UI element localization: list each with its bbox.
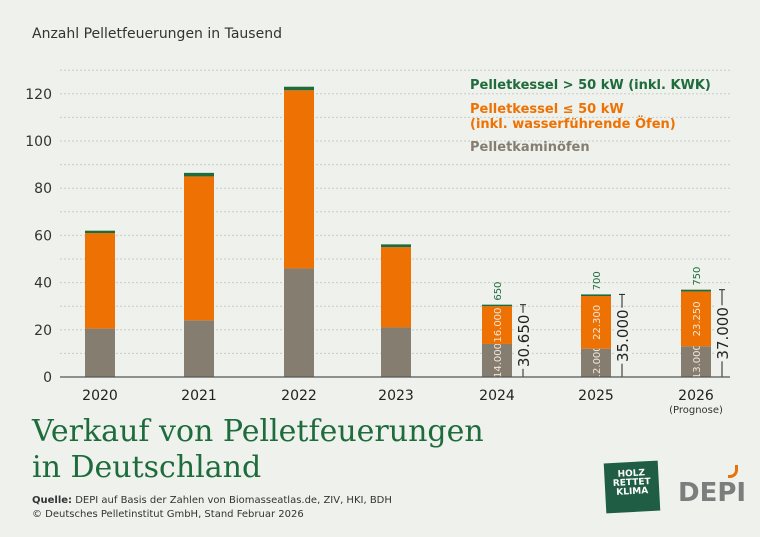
bar-2025-series-0 <box>581 348 611 377</box>
bar-2023-series-0 <box>381 327 411 377</box>
depi-logo: DEPI <box>678 478 747 508</box>
bar-2020-series-0 <box>85 328 115 377</box>
bar-2023-series-2 <box>381 244 411 248</box>
y-tick-label: 0 <box>43 370 52 386</box>
data-label: 13.000 <box>692 344 703 379</box>
y-tick-label: 100 <box>25 134 52 150</box>
x-tick-label: 2026 <box>678 388 714 404</box>
bar-2026-series-1 <box>681 291 711 347</box>
x-tick-note: (Prognose) <box>669 405 723 416</box>
title-line-1: Verkauf von Pelletfeuerungen <box>32 414 484 449</box>
legend-entry-small-boilers: Pelletkessel ≤ 50 kW <box>470 102 624 117</box>
bar-2021-series-2 <box>184 172 214 177</box>
title-line-2: in Deutschland <box>32 450 262 485</box>
bar-2026-series-0 <box>681 346 711 377</box>
legend-entry-large-boilers: Pelletkessel > 50 kW (inkl. KWK) <box>470 78 711 93</box>
bar-2020-series-1 <box>85 233 115 329</box>
y-tick-label: 60 <box>34 228 52 244</box>
total-label-bg <box>515 312 531 369</box>
stacked-bar-chart: 0 20 40 60 80 100 120 2020 2021 2022 2023 14.00016.… <box>25 69 732 416</box>
copyright: © Deutsches Pelletinstitut GmbH, Stand F… <box>32 509 304 520</box>
bar-2020-series-2 <box>85 230 115 234</box>
total-label: 37.000 <box>714 307 732 360</box>
x-tick-label: 2025 <box>578 388 614 404</box>
data-label: 22.300 <box>592 305 603 340</box>
data-label: 650 <box>493 282 504 301</box>
y-tick-label: 40 <box>34 276 52 292</box>
legend-entry-small-boilers-note: (inkl. wasserführende Öfen) <box>470 116 676 132</box>
legend-entry-stoves: Pelletkaminöfen <box>470 140 590 155</box>
bar-2024-series-1 <box>482 306 512 344</box>
total-label-bg <box>714 305 730 362</box>
bar-2025-series-1 <box>581 296 611 349</box>
y-tick-label: 120 <box>25 87 52 103</box>
data-label: 750 <box>692 267 703 286</box>
y-tick-label: 20 <box>34 323 52 339</box>
total-label: 30.650 <box>515 315 533 368</box>
y-axis-label: Anzahl Pelletfeuerungen in Tausend <box>32 26 282 42</box>
bar-2023-series-1 <box>381 247 411 328</box>
y-tick-label: 80 <box>34 181 52 197</box>
bar-2022-series-1 <box>284 90 314 269</box>
source-note: Quelle: DEPI auf Basis der Zahlen von Bi… <box>32 494 392 522</box>
x-tick-label: 2022 <box>281 388 317 404</box>
x-tick-label: 2023 <box>378 388 414 404</box>
data-label: 700 <box>592 271 603 290</box>
total-label: 35.000 <box>614 309 632 362</box>
x-tick-label: 2020 <box>82 388 118 404</box>
data-label: 16.000 <box>493 308 504 343</box>
flame-icon <box>728 465 738 478</box>
bar-2024-series-2 <box>482 304 512 307</box>
source-text: DEPI auf Basis der Zahlen von Biomasseat… <box>72 495 392 506</box>
holz-rettet-klima-logo: HOLZ RETTET KLIMA <box>603 460 661 514</box>
data-label: 14.000 <box>493 343 504 378</box>
total-label-bg <box>614 307 630 364</box>
bar-2021-series-1 <box>184 176 214 321</box>
bar-2026-series-2 <box>681 289 711 292</box>
bar-2025-series-2 <box>581 294 611 297</box>
data-label: 23.250 <box>692 301 703 336</box>
bar-2022-series-2 <box>284 86 314 91</box>
chart-title: Verkauf von Pelletfeuerungen in Deutschl… <box>32 414 484 486</box>
x-tick-label: 2024 <box>479 388 515 404</box>
data-label: 12.000 <box>592 345 603 380</box>
bar-2021-series-0 <box>184 320 214 377</box>
bar-2022-series-0 <box>284 268 314 377</box>
source-label: Quelle: <box>32 495 73 506</box>
bar-2024-series-0 <box>482 343 512 377</box>
x-tick-label: 2021 <box>181 388 217 404</box>
